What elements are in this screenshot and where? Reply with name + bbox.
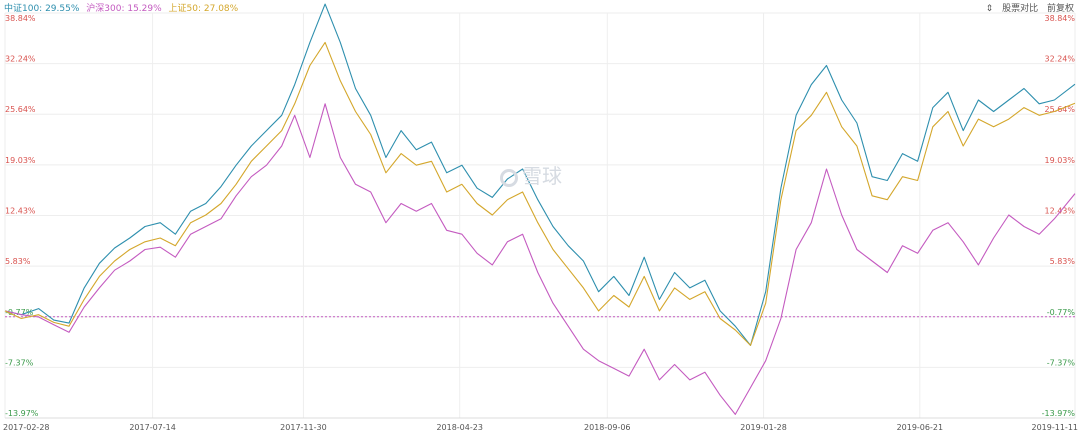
y-tick-label-left: 25.64% — [5, 105, 36, 114]
y-tick-label-left: 5.83% — [5, 257, 31, 266]
watermark-text: 雪球 — [522, 164, 562, 188]
series-line-sse50 — [4, 41, 1076, 346]
x-tick-label: 2017-11-30 — [280, 423, 327, 432]
x-tick-label: 2017-02-28 — [3, 423, 50, 432]
x-tick-label: 2018-09-06 — [584, 423, 631, 432]
vertical-arrows-icon[interactable]: ⇕ — [985, 4, 994, 14]
y-tick-label-left: 12.43% — [5, 207, 36, 216]
y-tick-label-left: 38.84% — [5, 14, 36, 23]
y-tick-label-right: 19.03% — [1044, 156, 1075, 165]
chart-toolbar: ⇕ 股票对比 前复权 — [980, 1, 1074, 14]
x-tick-label: 2018-04-23 — [436, 423, 483, 432]
x-tick-label: 2017-07-14 — [129, 423, 176, 432]
snowball-logo-icon — [500, 168, 518, 187]
x-tick-label: 2019-01-28 — [740, 423, 787, 432]
series-line-csi300 — [4, 103, 1076, 415]
adjustment-button[interactable]: 前复权 — [1046, 4, 1074, 14]
y-tick-label-left: -13.97% — [5, 409, 39, 418]
y-tick-label-left: -0.77% — [5, 308, 34, 317]
y-tick-label-right: -7.37% — [1047, 358, 1076, 367]
legend-item-sse50[interactable]: 上证50: 27.08% — [168, 4, 239, 14]
y-tick-label-right: -0.77% — [1047, 308, 1076, 317]
y-tick-label-left: 19.03% — [5, 156, 36, 165]
y-tick-label-right: 38.84% — [1044, 14, 1075, 23]
x-tick-label: 2019-11-11 — [1032, 423, 1079, 432]
series-line-csi100 — [4, 3, 1076, 346]
y-tick-label-left: -7.37% — [5, 358, 34, 367]
chart-legend: 中证100: 29.55% 沪深300: 15.29% 上证50: 27.08% — [4, 1, 242, 14]
y-tick-label-right: 5.83% — [1050, 257, 1076, 266]
x-tick-label: 2019-06-21 — [897, 423, 944, 432]
y-tick-label-right: 12.43% — [1044, 207, 1075, 216]
y-tick-label-right: 32.24% — [1044, 55, 1075, 64]
compare-stocks-button[interactable]: 股票对比 — [1002, 4, 1039, 14]
y-tick-label-left: 32.24% — [5, 55, 36, 64]
watermark: 雪球 — [500, 160, 562, 189]
legend-item-csi300[interactable]: 沪深300: 15.29% — [86, 4, 162, 14]
y-tick-label-right: -13.97% — [1042, 409, 1076, 418]
legend-item-csi100[interactable]: 中证100: 29.55% — [4, 4, 80, 14]
